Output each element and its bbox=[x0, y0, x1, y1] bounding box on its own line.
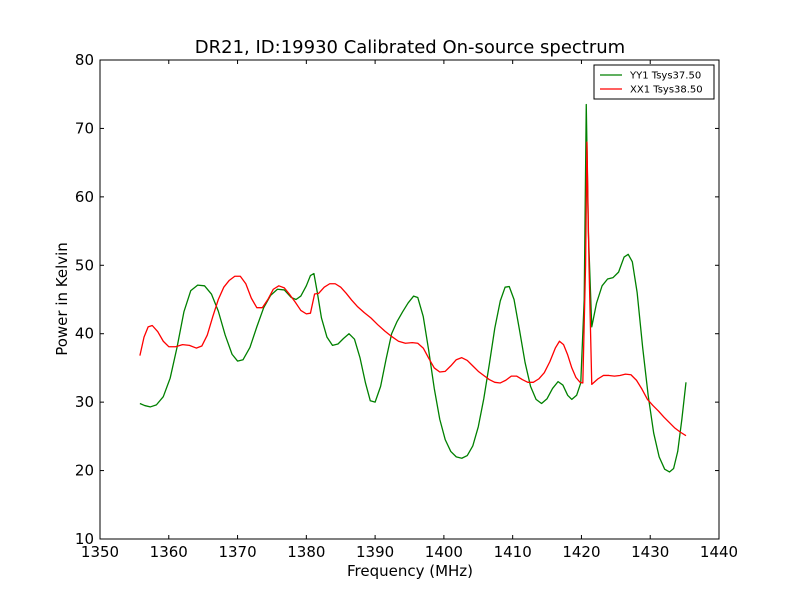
x-tick-label: 1440 bbox=[700, 543, 738, 561]
legend-box bbox=[593, 64, 715, 100]
y-tick-label: 60 bbox=[75, 188, 94, 206]
legend: YY1 Tsys37.50 XX1 Tsys38.50 bbox=[593, 64, 715, 100]
x-tick-label: 1400 bbox=[425, 543, 463, 561]
y-tick-label: 20 bbox=[75, 462, 94, 480]
chart-title: DR21, ID:19930 Calibrated On-source spec… bbox=[195, 37, 625, 58]
x-tick-label: 1370 bbox=[218, 543, 256, 561]
series-line-yy1 bbox=[139, 103, 687, 473]
x-tick-label: 1360 bbox=[150, 543, 188, 561]
x-tick-label: 1410 bbox=[494, 543, 532, 561]
x-tick-label: 1430 bbox=[631, 543, 669, 561]
x-tick-label: 1350 bbox=[81, 543, 119, 561]
plot-frame bbox=[99, 59, 720, 540]
x-tick-label: 1420 bbox=[562, 543, 600, 561]
x-tick-label: 1390 bbox=[356, 543, 394, 561]
y-axis-label: Power in Kelvin bbox=[53, 242, 71, 356]
legend-label-yy1: YY1 Tsys37.50 bbox=[629, 71, 701, 82]
series-line-xx1 bbox=[139, 141, 687, 437]
x-tick-label: 1380 bbox=[287, 543, 325, 561]
y-tick-label: 80 bbox=[75, 51, 94, 69]
y-tick-label: 30 bbox=[75, 393, 94, 411]
plot-area bbox=[139, 103, 687, 473]
y-tick-label: 40 bbox=[75, 325, 94, 343]
y-tick-label: 10 bbox=[75, 530, 94, 548]
y-tick-label: 50 bbox=[75, 256, 94, 274]
axis-ticks: 1350 1360 1370 1380 1390 1400 1410 1420 1430 1440… bbox=[75, 51, 738, 561]
legend-label-xx1: XX1 Tsys38.50 bbox=[630, 85, 703, 96]
x-axis-label: Frequency (MHz) bbox=[347, 562, 473, 580]
y-tick-label: 70 bbox=[75, 119, 94, 137]
